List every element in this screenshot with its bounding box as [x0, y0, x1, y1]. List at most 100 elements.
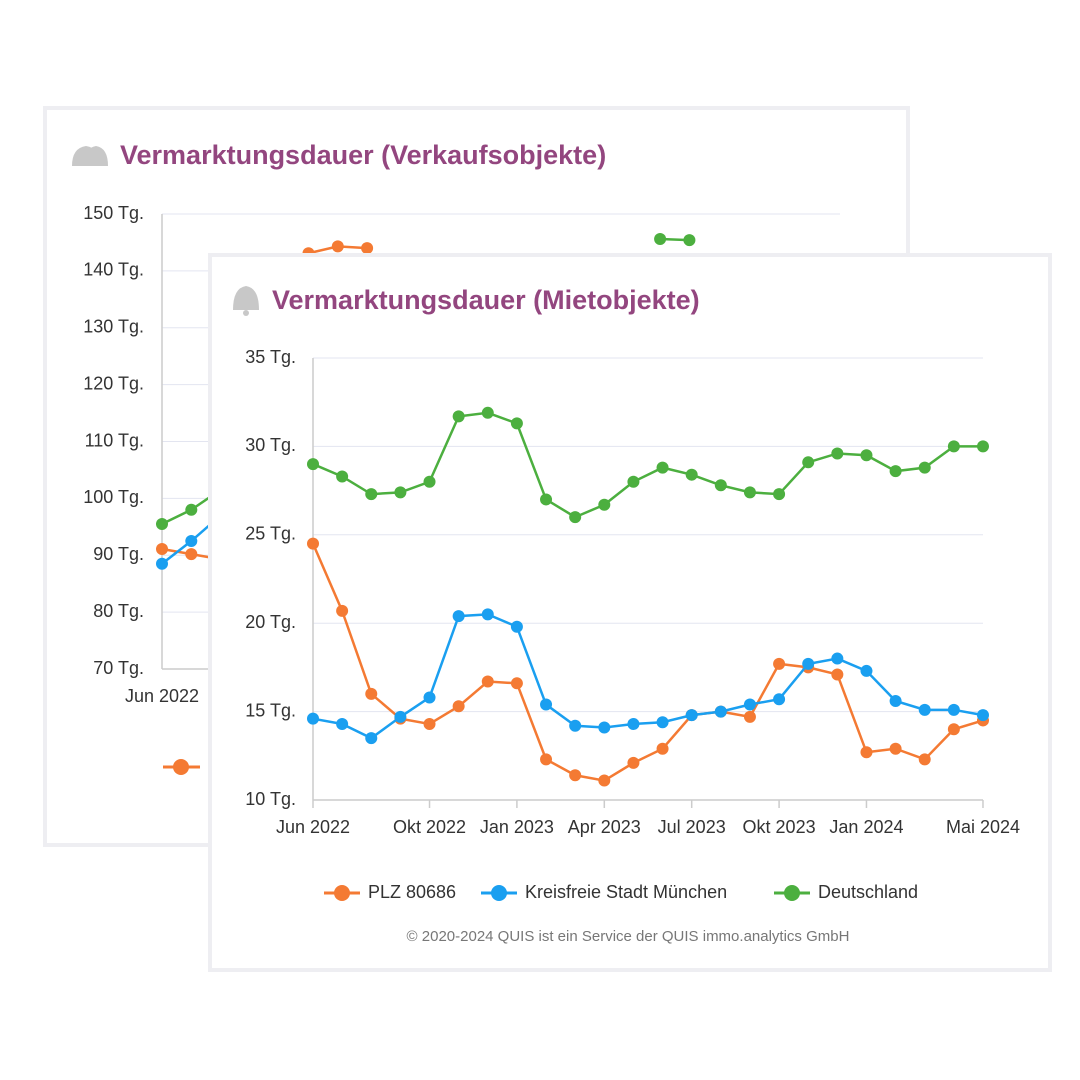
data-point	[976, 709, 989, 722]
data-point	[654, 233, 667, 246]
y-tick-label: 35 Tg.	[245, 347, 296, 367]
data-point	[510, 620, 523, 633]
data-point	[156, 557, 168, 570]
x-tick-label: Jul 2023	[658, 817, 726, 837]
data-point	[423, 475, 436, 488]
data-point	[773, 488, 786, 501]
x-tick-label: Okt 2022	[393, 817, 466, 837]
data-point	[860, 664, 873, 677]
y-tick-label: 150 Tg.	[83, 203, 144, 223]
data-point	[685, 709, 698, 722]
legend-label: PLZ 80686	[368, 882, 456, 902]
chart-title: Vermarktungsdauer (Verkaufsobjekte)	[120, 140, 606, 170]
data-point	[889, 742, 902, 755]
legend-marker	[173, 759, 189, 775]
data-point	[336, 470, 349, 483]
legend-marker	[784, 885, 800, 901]
data-point	[627, 717, 640, 730]
x-tick-label: Okt 2023	[743, 817, 816, 837]
data-point	[361, 242, 374, 255]
data-point	[743, 486, 756, 499]
y-tick-label: 110 Tg.	[85, 430, 144, 450]
data-point	[185, 548, 198, 561]
data-point	[683, 234, 696, 247]
y-tick-label: 90 Tg.	[93, 544, 144, 564]
data-point	[185, 535, 198, 548]
data-point	[860, 746, 873, 759]
y-tick-label: 140 Tg.	[83, 260, 144, 280]
data-point	[156, 542, 168, 555]
data-point	[481, 608, 494, 621]
data-point	[947, 723, 960, 736]
x-tick-label: Jun 2022	[276, 817, 350, 837]
chart-title: Vermarktungsdauer (Mietobjekte)	[272, 285, 700, 315]
data-point	[452, 700, 465, 713]
legend-marker	[334, 885, 350, 901]
data-point	[947, 440, 960, 453]
data-point	[481, 675, 494, 688]
data-point	[540, 753, 553, 766]
data-point	[156, 517, 168, 530]
data-point	[889, 465, 902, 478]
data-point	[307, 537, 319, 550]
data-point	[569, 719, 582, 732]
y-tick-label: 80 Tg.	[93, 601, 144, 621]
data-point	[598, 721, 611, 734]
y-tick-label: 15 Tg.	[245, 700, 296, 720]
data-point	[831, 668, 844, 681]
data-point	[336, 717, 349, 730]
data-point	[685, 468, 698, 481]
data-point	[365, 488, 378, 501]
data-point	[423, 691, 436, 704]
data-point	[452, 410, 465, 423]
data-point	[540, 698, 553, 711]
y-tick-label: 20 Tg.	[245, 612, 296, 632]
y-tick-label: 10 Tg.	[245, 789, 296, 809]
data-point	[365, 732, 378, 745]
data-point	[510, 417, 523, 430]
x-tick-label: Jan 2023	[480, 817, 554, 837]
data-point	[569, 511, 582, 524]
y-tick-label: 120 Tg.	[83, 373, 144, 393]
legend-marker	[491, 885, 507, 901]
data-point	[889, 694, 902, 707]
data-point	[481, 406, 494, 419]
data-point	[860, 449, 873, 462]
legend-label: Kreisfreie Stadt München	[525, 882, 727, 902]
data-point	[185, 503, 198, 516]
bell-icon	[72, 146, 108, 166]
data-point	[743, 710, 756, 723]
y-tick-label: 100 Tg.	[83, 487, 144, 507]
data-point	[743, 698, 756, 711]
x-tick-label: Jan 2024	[829, 817, 903, 837]
data-point	[976, 440, 989, 453]
data-point	[918, 703, 931, 716]
front-card: Vermarktungsdauer (Mietobjekte) © 2020-2…	[208, 253, 1052, 972]
data-point	[802, 657, 815, 670]
footer: © 2020-2024 QUIS ist ein Service der QUI…	[407, 928, 850, 945]
data-point	[714, 705, 727, 718]
data-point	[918, 461, 931, 474]
legend-label: Deutschland	[818, 882, 918, 902]
data-point	[336, 604, 349, 617]
data-point	[365, 687, 378, 700]
data-point	[656, 461, 669, 474]
x-tick-label: Jun 2022	[125, 686, 199, 706]
data-point	[452, 610, 465, 623]
data-point	[423, 717, 436, 730]
data-point	[773, 657, 786, 670]
data-point	[627, 475, 640, 488]
y-tick-label: 25 Tg.	[245, 524, 296, 544]
data-point	[307, 458, 319, 471]
y-tick-label: 130 Tg.	[83, 317, 144, 337]
y-tick-label: 70 Tg.	[93, 658, 144, 678]
data-point	[714, 479, 727, 492]
card	[208, 253, 1052, 972]
data-point	[802, 456, 815, 469]
data-point	[831, 652, 844, 665]
x-tick-label: Mai 2024	[946, 817, 1020, 837]
data-point	[510, 677, 523, 690]
data-point	[773, 693, 786, 706]
